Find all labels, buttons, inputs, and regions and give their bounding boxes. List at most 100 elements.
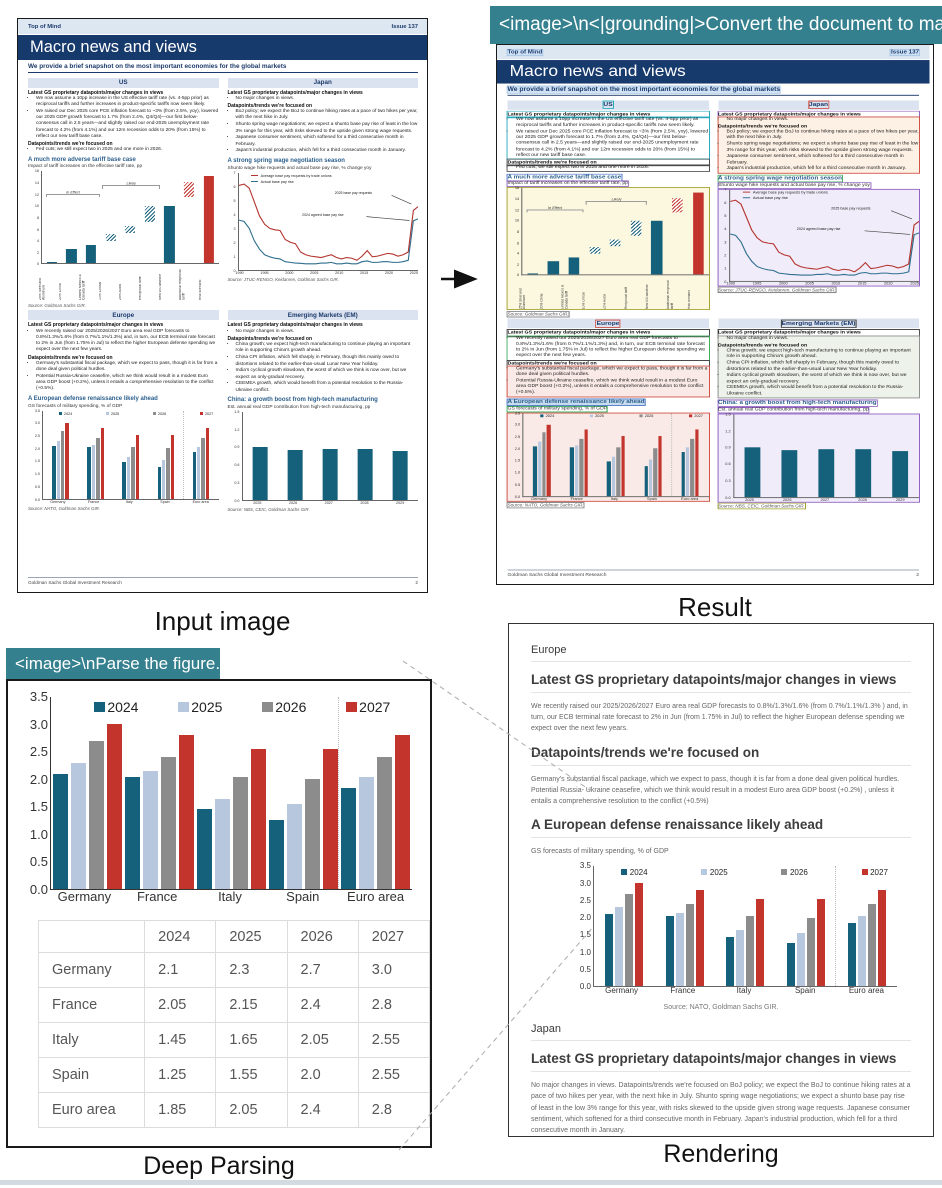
table-cell: 2.7 bbox=[286, 952, 359, 989]
plot-area bbox=[732, 414, 919, 498]
legend-item: 2025 bbox=[701, 868, 728, 877]
defense-chart-title: A European defense renaissance likely ah… bbox=[28, 396, 158, 403]
doc-header-issue: Issue 137 bbox=[891, 49, 919, 55]
china-chart-title: China: a growth boost from high-tech man… bbox=[718, 400, 877, 407]
x-tick-label: 2020 bbox=[384, 270, 394, 275]
bar bbox=[100, 428, 104, 499]
legend-item: 2024 bbox=[621, 868, 648, 877]
legend-swatch bbox=[105, 412, 109, 415]
input-document: Top of Mind Issue 137 Macro news and vie… bbox=[18, 19, 427, 589]
tariff-bar-chart: 16 14 12 10 8 6 4 2 0 In Effect Likely 25% Steel an… bbox=[507, 186, 709, 310]
plot-area: 2025 base pay requests 2024 agreed base p… bbox=[237, 172, 418, 271]
europe-heading-datapoints: Datapoints/trends we're focused on bbox=[28, 354, 113, 361]
legend-swatch bbox=[152, 412, 156, 415]
bar bbox=[818, 449, 835, 498]
bar bbox=[574, 445, 579, 496]
bar bbox=[797, 933, 806, 987]
bar bbox=[323, 749, 339, 889]
chart-legend: Average base pay requests by trade union… bbox=[251, 174, 332, 184]
figure-table: 2024 2025 2026 2027 Germany 2.1 2.3 2.7 3.0 Franc… bbox=[37, 920, 430, 1129]
bar bbox=[533, 446, 537, 496]
table-cell: 2.4 bbox=[286, 1092, 359, 1129]
plot-area: 2024 2025 2026 2027 bbox=[50, 697, 412, 890]
table-header-cell: 2026 bbox=[286, 920, 359, 954]
plot-area bbox=[241, 411, 418, 501]
bar bbox=[892, 451, 909, 498]
legend-item: 2024 bbox=[94, 699, 138, 715]
y-axis-labels: 1.5 1.2 0.9 0.6 0.3 0.0 bbox=[725, 412, 731, 500]
x-tick-label: 2020 bbox=[884, 281, 893, 286]
bar bbox=[621, 435, 625, 496]
x-tick-label: 25% Steel and Aluminum bbox=[519, 288, 527, 310]
chart-separator-line bbox=[670, 413, 672, 496]
x-tick-label: Euro area bbox=[681, 496, 699, 501]
x-axis-labels: 25% Steel and Aluminum 20% China Limited M… bbox=[39, 264, 219, 301]
legend-item: 2025 bbox=[178, 699, 222, 715]
md-heading-latest-2: Latest GS proprietary datapoints/major c… bbox=[531, 1051, 911, 1073]
bar bbox=[589, 247, 601, 254]
europe-heading-datapoints: Datapoints/trends we're focused on bbox=[508, 361, 709, 367]
table-cell: 2.1 bbox=[144, 952, 217, 989]
caption-input-image: Input image bbox=[154, 606, 291, 636]
bar bbox=[46, 261, 57, 264]
x-tick-label: 2015 bbox=[857, 281, 867, 286]
legend-item: 2025 bbox=[589, 414, 604, 418]
legend-item: 2026 bbox=[781, 868, 808, 877]
wages-line-chart: 7 6 5 4 3 2 1 0 2025 base pay requests 2024 agree… bbox=[228, 171, 419, 275]
doc-subtitle: We provide a brief snapshot on the most … bbox=[28, 63, 418, 73]
plot-area: 2024 2025 2026 2027 bbox=[42, 410, 219, 500]
wages-chart-source: Source: JTUC-RENGO, Keidanren, Goldman S… bbox=[227, 277, 340, 283]
legend-item: 2027 bbox=[346, 699, 390, 715]
us-heading-datapoints: Datapoints/trends we're focused on bbox=[508, 160, 709, 166]
bar bbox=[135, 434, 140, 499]
x-tick-label: 1990 bbox=[726, 281, 736, 286]
china-bar-chart: 1.5 1.2 0.9 0.6 0.3 0.0 2025 2026 2027 2028 2029 bbox=[718, 412, 919, 502]
china-chart-title: China: a growth boost from high-tech man… bbox=[227, 397, 378, 404]
japan-heading-latest: Latest GS proprietary datapoints/major c… bbox=[718, 111, 919, 117]
bracket-annotation: In Effect bbox=[45, 190, 101, 198]
x-tick-label: Spain bbox=[647, 496, 658, 501]
doc-page-number: 2 bbox=[415, 580, 418, 585]
x-axis-labels: 1990 1995 2000 2005 2010 2015 2020 2025 bbox=[236, 271, 419, 275]
bracket-annotation: In Effect bbox=[526, 206, 584, 213]
doc-header-left: Top of Mind bbox=[507, 49, 543, 55]
japan-heading-latest: Latest GS proprietary datapoints/major c… bbox=[227, 89, 363, 96]
x-tick-label: 2028 bbox=[360, 500, 369, 505]
x-tick-label: 1990 bbox=[235, 270, 244, 275]
md-paragraph-3: No major changes in views. Datapoints/tr… bbox=[531, 1082, 911, 1135]
x-tick-label: Germany bbox=[57, 889, 112, 904]
bar bbox=[744, 447, 761, 498]
bar bbox=[695, 890, 704, 987]
legend-swatch bbox=[621, 869, 628, 875]
bar bbox=[357, 449, 373, 500]
chart-separator-line bbox=[337, 697, 339, 889]
bottom-divider bbox=[0, 1180, 942, 1185]
plot-area: 2025 base pay requests 2024 agreed base p… bbox=[728, 189, 919, 282]
legend-swatch bbox=[58, 412, 62, 415]
table-cell: 2.05 bbox=[286, 1022, 359, 1059]
bar bbox=[192, 452, 197, 499]
bar bbox=[877, 890, 886, 987]
legend-line-swatch bbox=[251, 174, 259, 177]
table-cell: 1.45 bbox=[144, 1022, 217, 1059]
us-bullets-latest: We now assume a 10pp increase in the US … bbox=[28, 96, 219, 140]
bracket-annotation: Likely bbox=[585, 198, 648, 205]
rendered-defense-chart: 3.5 3.0 2.5 2.0 1.5 1.0 0.5 0.0 2024 2025 2026 2027… bbox=[567, 862, 897, 996]
defense-chart-source: Source: NATO, Goldman Sachs GIR. bbox=[28, 506, 101, 512]
japan-text-block: No major changes in views. Datapoints/tr… bbox=[718, 117, 919, 173]
table-cell: 2.55 bbox=[357, 1057, 430, 1094]
x-tick-label: 2010 bbox=[831, 281, 841, 286]
table-cell: 1.55 bbox=[215, 1057, 288, 1094]
table-cell: 2.05 bbox=[215, 1092, 288, 1129]
chart-legend: 2024 2025 2026 2027 bbox=[94, 699, 390, 715]
bar bbox=[341, 787, 357, 889]
x-tick-label: Limited Mexico & Canada tariff bbox=[78, 274, 86, 301]
x-tick-label: 2025 bbox=[409, 270, 418, 275]
x-tick-label: 10% Critical bbox=[98, 282, 102, 301]
x-tick-label: 2010 bbox=[335, 270, 344, 275]
section-japan: Japan Latest GS proprietary datapoints/m… bbox=[718, 98, 919, 317]
x-tick-label: Spain bbox=[286, 889, 320, 904]
bar bbox=[87, 447, 91, 499]
china-chart-subtitle: Est. annual real GDP contribution from h… bbox=[227, 404, 371, 410]
bar bbox=[726, 936, 735, 987]
